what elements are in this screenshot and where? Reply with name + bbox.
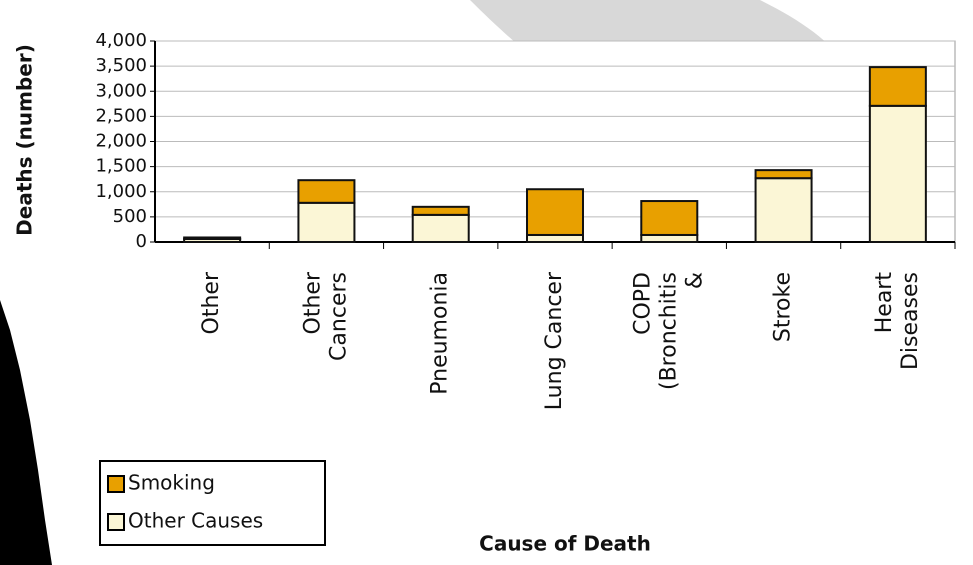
- bar-segment: [411, 213, 470, 244]
- y-tick-label: 4,000: [95, 30, 147, 51]
- y-tick-label: 3,500: [95, 55, 147, 76]
- legend-swatch: [107, 513, 125, 531]
- x-tick-label: Pneumonia: [428, 272, 453, 395]
- label-line: (Bronchitis: [656, 272, 681, 390]
- bar-segment: [754, 169, 813, 180]
- bar-segment: [297, 201, 356, 243]
- bar-segment: [640, 233, 699, 243]
- label-line: Cancers: [326, 272, 351, 361]
- y-axis-title: Deaths (number): [13, 44, 37, 236]
- label-line: Heart: [872, 272, 897, 334]
- y-tick-label: 2,500: [95, 105, 147, 126]
- x-tick-label: Other: [199, 271, 224, 334]
- x-tick-label: Stroke: [771, 272, 796, 342]
- bar-segment: [868, 104, 927, 244]
- y-tick-label: 500: [113, 206, 147, 227]
- label-line: Stroke: [771, 272, 796, 342]
- bar-segment: [868, 66, 927, 107]
- x-tick-label: Lung Cancer: [542, 271, 567, 410]
- legend-box: [99, 460, 326, 546]
- x-tick-label: COPD(Bronchitis&: [630, 272, 707, 390]
- legend-swatch: [107, 475, 125, 493]
- label-line: Diseases: [898, 272, 923, 370]
- label-line: Other: [199, 271, 224, 334]
- y-tick-label: 0: [136, 231, 147, 252]
- label-line: &: [682, 272, 707, 289]
- x-tick-label: OtherCancers: [300, 271, 351, 361]
- bar-segment: [754, 177, 813, 243]
- bar-segment: [297, 179, 356, 204]
- torn-edge: [0, 300, 52, 565]
- legend-label: Other Causes: [128, 509, 263, 533]
- bar-segment: [526, 188, 584, 236]
- y-tick-label: 1,500: [95, 156, 147, 177]
- y-tick-label: 3,000: [95, 80, 147, 101]
- y-tick-label: 1,000: [95, 181, 147, 202]
- label-line: Lung Cancer: [542, 271, 567, 410]
- bar-segment: [183, 236, 242, 240]
- bar-segment: [640, 200, 699, 236]
- label-line: Other: [300, 271, 325, 334]
- x-axis-title: Cause of Death: [479, 532, 651, 556]
- label-line: COPD: [630, 272, 655, 335]
- bar-segment: [526, 233, 584, 243]
- label-line: Pneumonia: [428, 272, 453, 395]
- bar-segment: [411, 205, 470, 216]
- x-tick-label: HeartDiseases: [872, 272, 923, 370]
- legend-label: Smoking: [128, 471, 215, 495]
- y-tick-label: 2,000: [95, 131, 147, 152]
